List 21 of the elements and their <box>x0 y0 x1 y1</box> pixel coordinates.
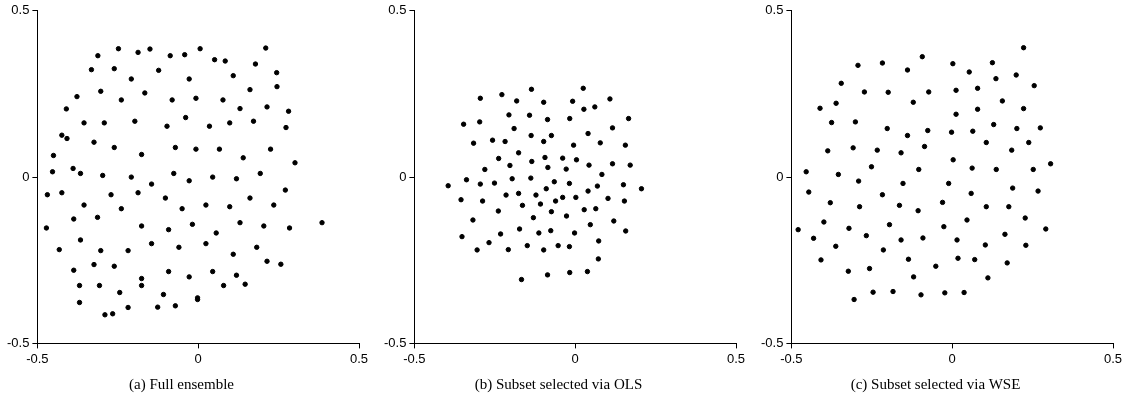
x-tick-label: 0 <box>948 350 956 366</box>
y-tick-label: 0.5 <box>388 2 407 18</box>
y-tick-label: -0.5 <box>6 334 30 350</box>
text: (a) Full ensemble <box>129 375 235 393</box>
x-tick-label: 0 <box>194 350 202 366</box>
y-tick-label: 0 <box>776 168 784 184</box>
y-tick-label: 0 <box>22 168 30 184</box>
y-tick-label: 0 <box>399 168 407 184</box>
y-tick-label: -0.5 <box>760 334 784 350</box>
x-tick-label: -0.5 <box>26 350 49 366</box>
text: (b) Subset selected via OLS <box>474 375 643 393</box>
x-tick-label: -0.5 <box>403 350 426 366</box>
x-tick-label: 0.5 <box>1103 350 1123 366</box>
x-tick-label: 0.5 <box>726 350 746 366</box>
y-tick-label: 0.5 <box>765 2 784 18</box>
x-tick-label: 0 <box>571 350 579 366</box>
y-tick-label: -0.5 <box>383 334 407 350</box>
x-tick-label: -0.5 <box>780 350 803 366</box>
y-tick-label: 0.5 <box>11 2 30 18</box>
text: (c) Subset selected via WSE <box>850 375 1021 393</box>
x-tick-label: 0.5 <box>349 350 369 366</box>
